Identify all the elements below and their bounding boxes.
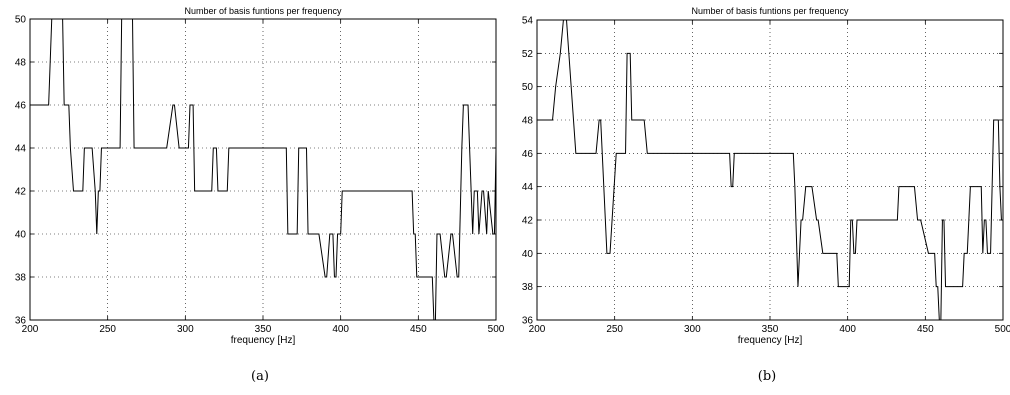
y-tick-label: 54 [522,16,534,27]
x-tick-label: 200 [529,324,546,335]
x-tick-label: 400 [332,324,349,335]
y-tick-label: 42 [522,216,534,227]
chart-a: Number of basis funtions per frequency 20… [15,6,505,384]
y-tick-label: 36 [15,316,27,327]
y-tick-label: 42 [15,187,27,198]
y-tick-label: 36 [522,316,534,327]
x-tick-label: 300 [177,324,194,335]
x-tick-label: 500 [488,324,505,335]
plot-area [29,18,497,321]
subfigure-caption: (b) [758,369,776,384]
x-tick-label: 200 [22,324,39,335]
y-tick-label: 48 [522,116,534,127]
y-tick-label: 44 [15,144,27,155]
series-line [30,18,497,321]
y-tick-label: 48 [15,58,27,69]
subfigure-caption: (a) [251,369,269,384]
plot-area [536,19,1004,321]
x-tick-label: 350 [762,324,779,335]
x-tick-label: 450 [917,324,934,335]
x-tick-label: 450 [410,324,427,335]
y-tick-label: 40 [15,230,27,241]
x-tick-label: 250 [99,324,116,335]
y-tick-label: 44 [522,182,534,193]
y-tick-label: 38 [15,273,27,284]
y-tick-label: 50 [15,15,27,26]
chart-title: Number of basis funtions per frequency [184,6,342,16]
x-tick-label: 350 [255,324,272,335]
x-axis-label: frequency [Hz] [231,335,296,346]
x-tick-label: 400 [839,324,856,335]
y-tick-label: 46 [522,149,534,160]
x-tick-label: 500 [995,324,1010,335]
y-tick-label: 40 [522,249,534,260]
x-tick-label: 250 [606,324,623,335]
y-tick-label: 46 [15,101,27,112]
series-line [537,19,1003,321]
y-tick-label: 38 [522,282,534,293]
y-tick-label: 52 [522,49,534,60]
chart-title: Number of basis funtions per frequency [691,6,849,16]
x-tick-label: 300 [684,324,701,335]
y-tick-label: 50 [522,82,534,93]
chart-b: Number of basis funtions per frequency 20… [522,6,1010,384]
x-axis-label: frequency [Hz] [738,335,803,346]
